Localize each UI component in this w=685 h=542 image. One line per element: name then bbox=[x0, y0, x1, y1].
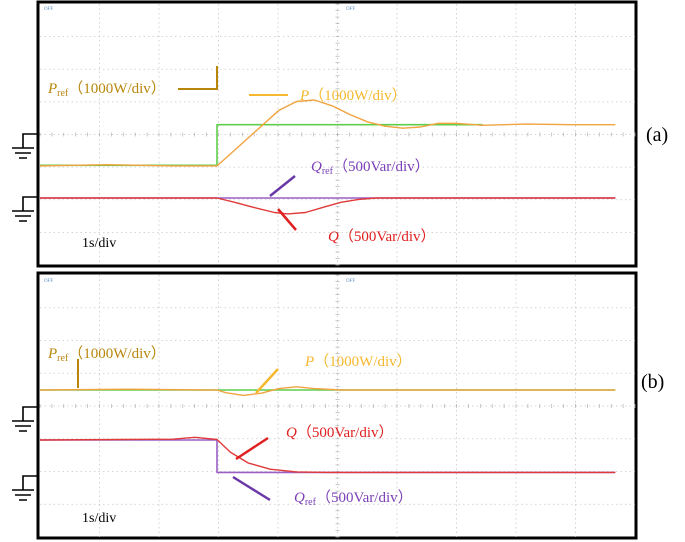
panel-a-q-label-scale: （500Var/div） bbox=[339, 228, 436, 245]
series-q bbox=[40, 197, 616, 215]
ground-icon bbox=[12, 196, 38, 222]
panel-a-pref-label: Pref（1000W/div） bbox=[47, 80, 166, 99]
panel-a-traces bbox=[39, 99, 616, 215]
panel-b-q-label: Q（500Var/div） bbox=[286, 424, 394, 441]
panel-b-off-marker-right: OFF bbox=[346, 279, 355, 284]
panel-b-pref-label: Pref（1000W/div） bbox=[47, 345, 166, 364]
panel-a-qref-label-main: Q bbox=[311, 159, 322, 175]
panel-a-pref-pointer bbox=[178, 66, 218, 90]
panel-b-pref-label-scale: （1000W/div） bbox=[68, 345, 166, 362]
panel-a-pref-label-main: P bbox=[47, 81, 57, 97]
ground-icon bbox=[12, 133, 38, 159]
panel-a-qref-label: Qref（500Var/div） bbox=[311, 158, 430, 177]
panel-a-p-label: P（1000W/div） bbox=[299, 87, 407, 104]
panel-a-p-label-main: P bbox=[299, 88, 309, 104]
panel-b-q-label-main: Q bbox=[286, 425, 297, 441]
panel-b-p-label-main: P bbox=[304, 354, 314, 370]
panel-b-p-label: P（1000W/div） bbox=[304, 353, 412, 370]
panel-b-qref-label-sub: ref bbox=[305, 497, 317, 508]
panel-b-q-label-scale: （500Var/div） bbox=[297, 424, 394, 441]
panel-b-qref-label: Qref（500Var/div） bbox=[294, 489, 413, 508]
panel-a-q-pointer bbox=[277, 208, 297, 231]
panel-a-off-marker-left: OFF bbox=[44, 7, 53, 12]
panel-a-label: (a) bbox=[646, 124, 668, 146]
panel-b-qref-label-main: Q bbox=[294, 490, 305, 506]
panel-a-off-marker-right: OFF bbox=[346, 7, 355, 12]
series-p bbox=[39, 99, 616, 167]
panel-b-qref-pointer bbox=[232, 475, 271, 502]
panel-a-q-label-main: Q bbox=[328, 229, 339, 245]
panel-b-frame bbox=[36, 271, 638, 540]
panel-b-p-pointer bbox=[255, 368, 279, 394]
panel-a-q-label: Q（500Var/div） bbox=[328, 228, 436, 245]
panel-b-p-label-scale: （1000W/div） bbox=[314, 353, 412, 370]
panel-a-time-scale: 1s/div bbox=[82, 236, 116, 251]
panel-a-pref-label-scale: （1000W/div） bbox=[68, 80, 166, 97]
panel-b-q-pointer bbox=[235, 436, 269, 461]
panel-a-qref-pointer bbox=[269, 175, 296, 197]
panel-a-grid bbox=[39, 3, 636, 266]
panel-a-qref-label-scale: （500Var/div） bbox=[333, 158, 430, 175]
panel-b-time-scale: 1s/div bbox=[82, 511, 116, 526]
panel-a-frame bbox=[36, 0, 638, 268]
ground-symbols bbox=[12, 133, 38, 501]
panel-a-p-label-scale: （1000W/div） bbox=[309, 87, 407, 104]
panel-b-label: (b) bbox=[641, 371, 664, 393]
ground-icon bbox=[12, 475, 38, 501]
panel-b-off-marker-left: OFF bbox=[44, 279, 53, 284]
series-p bbox=[39, 386, 616, 397]
panel-a: OFF OFF Pref（1000W/div） P（1000W/div） Qre… bbox=[36, 0, 668, 268]
ground-icon bbox=[12, 406, 38, 432]
panel-b-pref-label-main: P bbox=[47, 346, 57, 362]
panel-b: OFF OFF Pref（1000W/div） P（1000W/div） Q（5… bbox=[36, 271, 664, 540]
panel-a-qref-label-sub: ref bbox=[322, 166, 334, 177]
panel-a-pref-label-sub: ref bbox=[57, 88, 69, 99]
panel-b-pref-label-sub: ref bbox=[57, 353, 69, 364]
panel-b-qref-label-scale: （500Var/div） bbox=[316, 489, 413, 506]
